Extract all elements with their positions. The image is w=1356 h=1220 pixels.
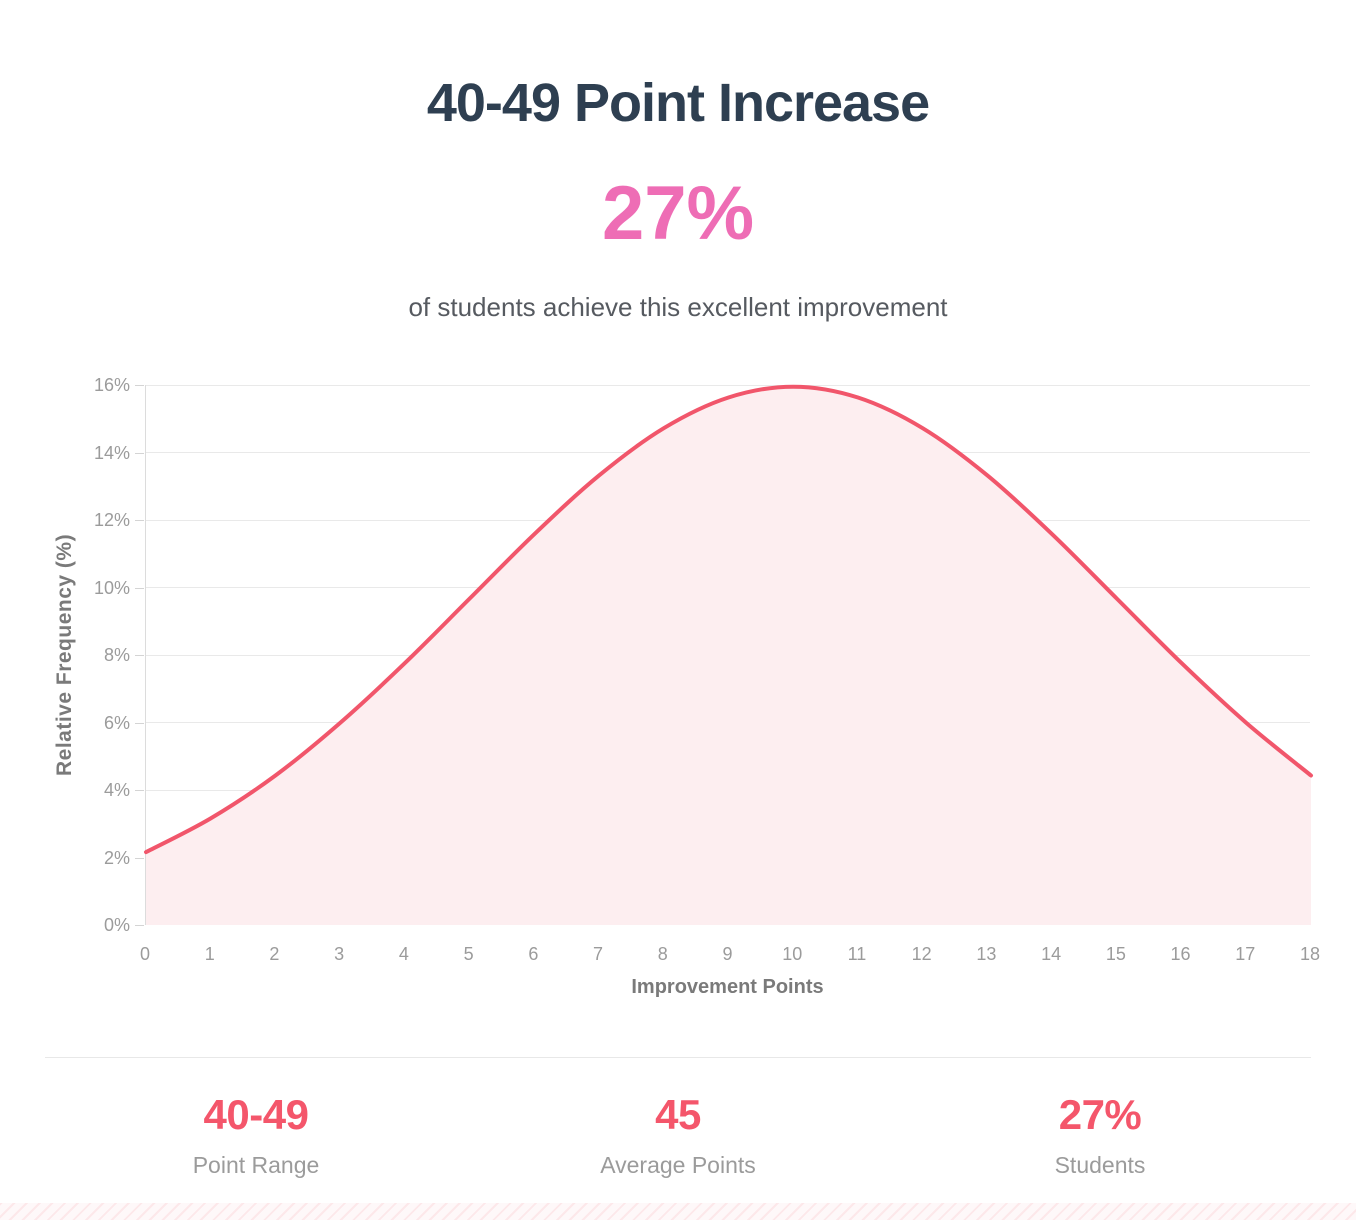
y-tick-mark xyxy=(135,452,144,454)
stats-row: 40-49 Point Range 45 Average Points 27% … xyxy=(45,1091,1311,1179)
x-tick-label: 0 xyxy=(139,944,150,964)
y-tick-mark xyxy=(135,857,144,859)
x-tick-label: 13 xyxy=(976,944,997,964)
gridline xyxy=(146,384,1310,386)
x-tick-label: 6 xyxy=(528,944,539,964)
y-tick-label: 4% xyxy=(103,780,130,800)
y-tick-label: 8% xyxy=(103,645,130,665)
x-tick-label: 18 xyxy=(1299,944,1321,964)
headline-subtitle: of students achieve this excellent impro… xyxy=(408,292,948,322)
stat-value: 45 xyxy=(655,1091,701,1138)
curve-area-fill xyxy=(146,386,1311,925)
bottom-texture-strip xyxy=(0,1203,1356,1220)
x-tick-label: 4 xyxy=(398,944,409,964)
x-tick-label: 9 xyxy=(722,944,733,964)
stat-average-points: 45 Average Points xyxy=(467,1091,889,1179)
x-axis-title: Improvement Points xyxy=(631,976,824,998)
x-tick-label: 12 xyxy=(911,944,932,964)
x-tick-label: 17 xyxy=(1235,944,1256,964)
x-tick-label: 16 xyxy=(1170,944,1191,964)
y-tick-label: 0% xyxy=(103,915,130,935)
y-tick-mark xyxy=(135,925,144,926)
page-title: 40-49 Point Increase xyxy=(426,73,930,133)
x-tick-label: 1 xyxy=(204,944,215,964)
stat-students: 27% Students xyxy=(889,1091,1311,1179)
x-tick-label: 2 xyxy=(269,944,280,964)
y-tick-mark xyxy=(135,587,144,589)
stat-label: Average Points xyxy=(600,1152,756,1179)
headline-percent: 27% xyxy=(601,171,755,256)
y-tick-label: 16% xyxy=(93,375,130,395)
curve-line xyxy=(144,384,1313,855)
y-tick-mark xyxy=(135,790,144,791)
x-tick-label: 10 xyxy=(782,944,803,964)
y-tick-mark xyxy=(135,385,144,386)
x-tick-label: 8 xyxy=(657,944,668,964)
y-tick-label: 10% xyxy=(93,577,130,598)
stat-point-range: 40-49 Point Range xyxy=(45,1091,467,1179)
x-tick-label: 7 xyxy=(593,944,604,964)
y-tick-mark xyxy=(135,655,144,656)
x-tick-label: 3 xyxy=(334,944,345,964)
stat-value: 40-49 xyxy=(203,1091,309,1138)
x-tick-label: 5 xyxy=(463,944,474,964)
y-tick-label: 2% xyxy=(103,847,130,868)
x-tick-label: 14 xyxy=(1041,944,1062,964)
y-tick-mark xyxy=(135,520,144,521)
footer-divider xyxy=(45,1057,1311,1058)
stat-value: 27% xyxy=(1058,1091,1142,1138)
frequency-curve xyxy=(144,384,1313,925)
stat-label: Students xyxy=(1054,1152,1146,1179)
y-tick-mark xyxy=(135,722,144,724)
x-tick-label: 15 xyxy=(1105,944,1126,964)
plot-area[interactable] xyxy=(144,384,1313,925)
y-tick-label: 12% xyxy=(93,510,130,530)
y-tick-label: 14% xyxy=(93,442,130,463)
y-tick-label: 6% xyxy=(103,712,130,733)
x-tick-label: 11 xyxy=(847,944,867,964)
stat-label: Point Range xyxy=(192,1152,320,1179)
